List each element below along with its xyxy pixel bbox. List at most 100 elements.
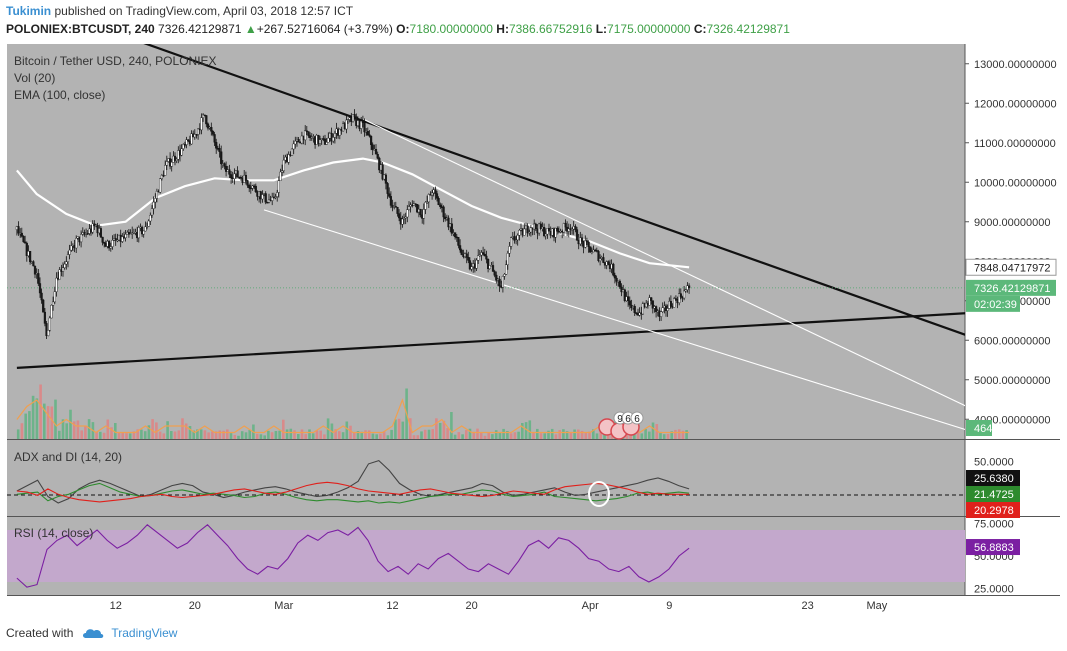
- candle: [371, 144, 374, 150]
- tradingview-cloud-icon: [83, 629, 104, 638]
- candle: [655, 306, 658, 313]
- candle: [228, 169, 231, 175]
- volume-bar: [218, 430, 222, 439]
- candle: [282, 159, 285, 171]
- marker-count: 9: [617, 414, 623, 425]
- candle: [180, 148, 183, 156]
- volume-bar: [453, 434, 457, 439]
- candle: [50, 305, 53, 319]
- candle: [323, 138, 327, 145]
- volume-bar: [20, 423, 24, 439]
- volume-bar: [203, 430, 207, 439]
- candle: [389, 196, 392, 206]
- author-link[interactable]: Tukimin: [6, 4, 52, 18]
- candle: [544, 233, 547, 237]
- volume-bar: [136, 429, 139, 439]
- volume-bar: [536, 428, 539, 439]
- volume-bar: [562, 429, 565, 439]
- candle: [562, 223, 565, 233]
- candle: [37, 273, 40, 284]
- up-arrow-icon: ▲: [244, 22, 257, 36]
- candle: [307, 131, 310, 136]
- volume-bar: [442, 420, 446, 439]
- volume-bar: [465, 430, 468, 439]
- candle: [75, 238, 78, 249]
- time-tick-label: May: [866, 600, 887, 612]
- volume-bar: [412, 435, 416, 439]
- ema-line[interactable]: [16, 157, 690, 269]
- time-tick-label: Apr: [582, 600, 599, 612]
- candle: [388, 193, 391, 197]
- candle: [140, 226, 144, 235]
- candle: [182, 144, 185, 149]
- candle: [666, 308, 669, 311]
- legend-volume: Vol (20): [14, 71, 55, 85]
- candle: [185, 139, 188, 145]
- time-tick-label: Mar: [274, 600, 293, 612]
- candle: [683, 290, 686, 299]
- candle: [669, 301, 672, 307]
- marker-bubble[interactable]: [630, 411, 644, 425]
- volume-bar: [181, 418, 184, 439]
- candle: [264, 193, 267, 203]
- candle: [599, 258, 602, 262]
- candle: [467, 257, 470, 261]
- volume-bar: [524, 422, 528, 439]
- low-value: 7175.00000000: [607, 22, 691, 36]
- candle: [162, 175, 165, 177]
- volume-bar: [550, 428, 554, 439]
- candle: [327, 137, 330, 143]
- candle: [249, 187, 252, 190]
- volume-bar: [289, 428, 293, 439]
- candle: [628, 300, 631, 306]
- volume-bar: [170, 431, 173, 439]
- volume-bar: [226, 429, 229, 439]
- candle: [627, 296, 630, 302]
- event-markers[interactable]: 9 6 6: [598, 411, 644, 440]
- candle: [129, 233, 132, 235]
- volume-bar: [450, 412, 453, 439]
- adx-pane[interactable]: [7, 440, 965, 516]
- candle: [149, 214, 152, 222]
- candle: [370, 135, 373, 145]
- time-tick-label: 12: [386, 600, 398, 612]
- candle: [381, 164, 384, 180]
- volume-bar: [72, 421, 76, 439]
- candle: [590, 251, 593, 254]
- candle: [229, 174, 233, 179]
- volume-bar: [31, 395, 35, 439]
- candle: [465, 253, 468, 258]
- candle: [173, 155, 177, 161]
- tradingview-link[interactable]: TradingView: [111, 626, 178, 640]
- candle: [155, 191, 158, 199]
- candle: [330, 133, 333, 142]
- volume-bar: [662, 434, 666, 439]
- trend-line-channel-upper[interactable]: [362, 118, 1035, 439]
- circle-annotation[interactable]: [588, 481, 610, 507]
- candle: [201, 114, 205, 118]
- candle: [121, 236, 124, 242]
- trend-line-upper-resistance[interactable]: [136, 40, 1067, 388]
- price-pane[interactable]: [7, 44, 965, 439]
- candle: [195, 134, 198, 136]
- candle: [651, 300, 654, 309]
- volume-bar: [528, 420, 532, 439]
- time-axis[interactable]: [7, 595, 1060, 615]
- volume-bar: [158, 431, 162, 439]
- footer: Created with TradingView: [6, 626, 177, 640]
- candle: [574, 226, 577, 230]
- candle: [589, 246, 592, 253]
- trend-line-lower-support[interactable]: [16, 305, 1067, 369]
- volume-bar: [558, 430, 561, 439]
- di-minus-value-badge: [966, 502, 1020, 518]
- volume-bar: [192, 430, 195, 439]
- volume-bar: [214, 431, 218, 439]
- candle: [404, 216, 407, 219]
- candle: [279, 171, 282, 181]
- volume-bar: [278, 430, 281, 439]
- volume-bar: [577, 429, 580, 439]
- trend-line-channel-lower[interactable]: [263, 209, 995, 439]
- candle: [416, 204, 419, 213]
- volume-bar: [438, 422, 442, 439]
